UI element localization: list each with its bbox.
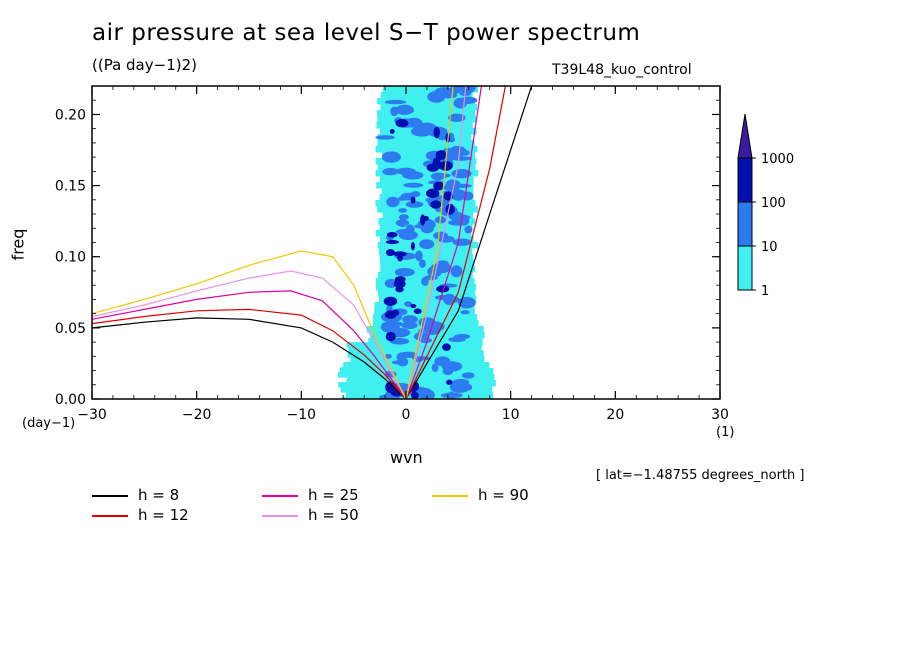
legend-swatch (262, 514, 298, 517)
colorbar-label: 10 (761, 240, 778, 255)
axis-ticks: −30 −20 −10 0 10 20 30 0.00 0.05 0.10 0.15 0.20 (55, 86, 729, 423)
curve-1 (92, 86, 506, 399)
colorbar-segment (737, 157, 753, 203)
legend-label: h = 90 (478, 486, 529, 504)
colorbar-label: 1000 (761, 152, 794, 167)
x-tick-label: 30 (711, 407, 729, 423)
x-tick-label: 20 (606, 407, 624, 423)
legend-label: h = 50 (308, 506, 359, 524)
colorbar-label: 1 (761, 284, 769, 299)
legend-label: h = 25 (308, 486, 359, 504)
legend-item-h12: h = 12 (92, 506, 189, 524)
x-tick-label: −30 (77, 407, 107, 423)
curve-0 (92, 86, 533, 399)
legend-swatch (92, 494, 128, 497)
y-tick-label: 0.05 (55, 321, 86, 337)
x-tick-label: −10 (287, 407, 317, 423)
legend-item-h8: h = 8 (92, 486, 179, 504)
chart-title: air pressure at sea level S−T power spec… (92, 20, 641, 46)
x-tick-label: 10 (502, 407, 520, 423)
y-tick-label: 0.15 (55, 179, 86, 195)
y-tick-label: 0.20 (55, 107, 86, 123)
run-name: T39L48_kuo_control (552, 62, 692, 78)
legend-swatch (92, 514, 128, 517)
colorbar-segment (737, 245, 753, 291)
latitude-note: [ lat=−1.48755 degrees_north ] (596, 468, 805, 483)
chart-units: ((Pa day−1)2) (92, 56, 197, 74)
x-axis-unit: (1) (716, 425, 735, 440)
x-axis-label: wvn (390, 448, 423, 467)
legend-label: h = 12 (138, 506, 189, 524)
dispersion-curves (92, 86, 533, 399)
y-axis-label: freq (8, 228, 28, 261)
legend-swatch (432, 494, 468, 497)
curve-2 (92, 86, 482, 399)
curve-3 (92, 86, 467, 399)
legend-item-h90: h = 90 (432, 486, 529, 504)
y-axis-unit: (day−1) (22, 416, 76, 431)
y-tick-label: 0.10 (55, 250, 86, 266)
legend-swatch (262, 494, 298, 497)
x-tick-label: 0 (402, 407, 411, 423)
y-tick-label: 0.00 (55, 392, 86, 408)
colorbar: 1000 100 10 1 (737, 113, 794, 299)
colorbar-segment (737, 201, 753, 247)
x-tick-label: −20 (182, 407, 212, 423)
curve-4 (92, 86, 454, 399)
colorbar-arrow (737, 113, 753, 159)
legend-item-h50: h = 50 (262, 506, 359, 524)
legend-item-h25: h = 25 (262, 486, 359, 504)
legend-label: h = 8 (138, 486, 180, 504)
colorbar-label: 100 (761, 196, 786, 211)
